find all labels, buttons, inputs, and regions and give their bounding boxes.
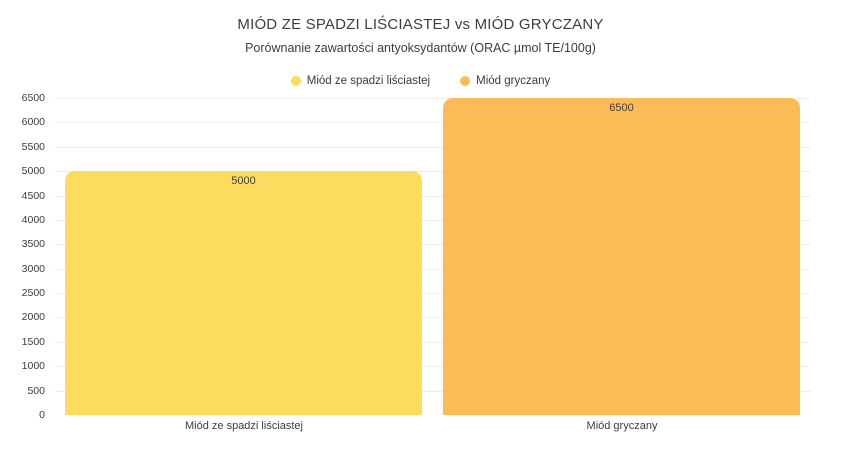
y-tick-label: 3000 <box>21 263 45 275</box>
y-axis: 0 500 1000 1500 2000 2500 3000 3500 4000 4500 5000… <box>0 93 45 421</box>
y-tick-label: 6000 <box>21 116 45 128</box>
gridline <box>55 122 810 123</box>
y-tick-label: 5500 <box>21 141 45 153</box>
y-tick-label: 6500 <box>21 92 45 104</box>
gridline <box>55 293 810 294</box>
gridline <box>55 244 810 245</box>
gridline <box>55 269 810 270</box>
legend: Miód ze spadzi liściastej Miód gryczany <box>0 73 841 89</box>
gridline <box>55 366 810 367</box>
chart-title: MIÓD ZE SPADZI LIŚCIASTEJ vs MIÓD GRYCZA… <box>237 16 604 33</box>
x-category-label: Miód gryczany <box>586 420 658 432</box>
legend-item-1[interactable]: Miód gryczany <box>460 75 550 87</box>
bar-1[interactable]: 6500 <box>443 98 800 415</box>
y-tick-label: 4000 <box>21 214 45 226</box>
y-tick-label: 3500 <box>21 238 45 250</box>
bar-0[interactable]: 5000 <box>65 171 422 415</box>
y-tick-label: 1500 <box>21 336 45 348</box>
plot-area: 5000 6500 <box>55 98 810 415</box>
gridline <box>55 196 810 197</box>
y-tick-label: 5000 <box>21 165 45 177</box>
bar-value-label: 6500 <box>609 102 634 114</box>
gridline <box>55 342 810 343</box>
bar-value-label: 5000 <box>231 175 256 187</box>
gridline <box>55 317 810 318</box>
legend-swatch-icon <box>290 76 301 86</box>
gridline <box>55 391 810 392</box>
x-axis: Miód ze spadzi liściastej Miód gryczany <box>55 420 810 436</box>
gridline <box>55 147 810 148</box>
y-tick-label: 2500 <box>21 287 45 299</box>
gridline <box>55 98 810 99</box>
y-tick-label: 4500 <box>21 190 45 202</box>
legend-label: Miód ze spadzi liściastej <box>306 75 431 87</box>
gridline <box>55 220 810 221</box>
legend-swatch-icon <box>460 76 471 86</box>
x-category-label: Miód ze spadzi liściastej <box>185 420 303 432</box>
gridline <box>55 171 810 172</box>
y-tick-label: 500 <box>27 385 45 397</box>
y-tick-label: 1000 <box>21 360 45 372</box>
legend-item-0[interactable]: Miód ze spadzi liściastej <box>290 75 431 87</box>
legend-label: Miód gryczany <box>476 75 551 87</box>
y-tick-label: 2000 <box>21 311 45 323</box>
chart-subtitle: Porównanie zawartości antyoksydantów (OR… <box>245 41 596 55</box>
y-tick-label: 0 <box>39 409 45 421</box>
